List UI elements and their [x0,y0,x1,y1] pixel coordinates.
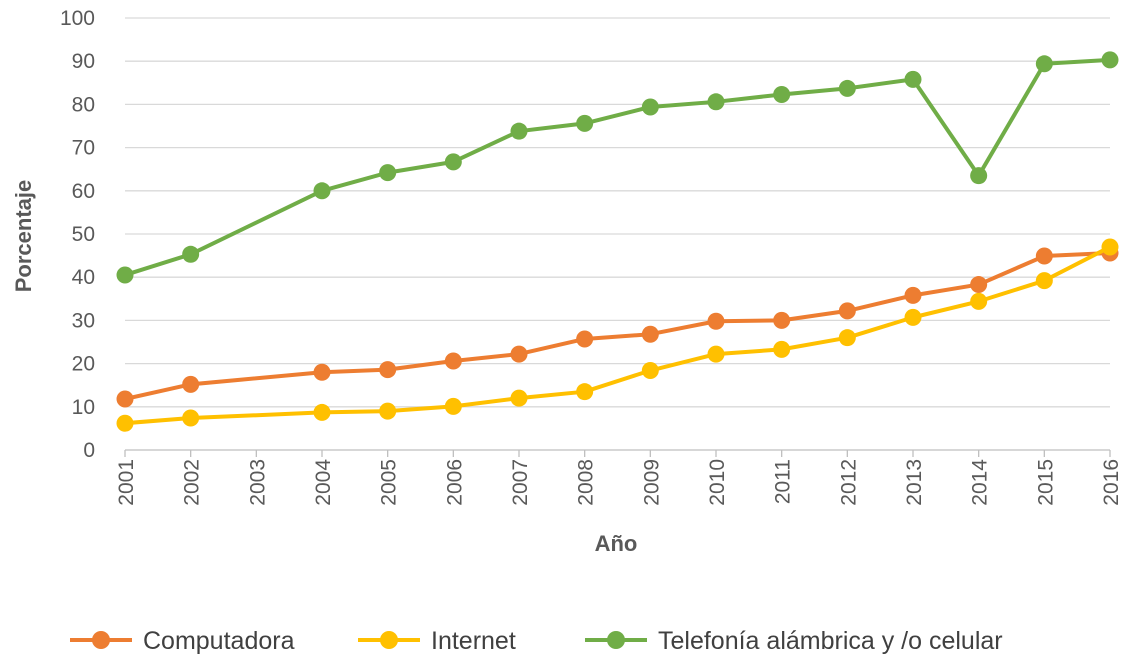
y-tick-label: 20 [72,353,95,376]
y-tick-label: 0 [83,439,95,462]
data-point [641,98,659,116]
data-point [1101,238,1119,256]
data-point [182,409,200,427]
legend-swatch-marker [380,631,398,649]
legend-label: Computadora [143,627,295,655]
data-point [1101,51,1119,69]
y-axis-ticks: 0 10 20 30 40 50 60 70 80 90 100 [60,7,95,462]
data-point [313,363,331,381]
data-point [510,389,528,407]
x-tick-label: 2008 [575,459,598,506]
data-point [116,266,134,284]
legend-label: Telefonía alámbrica y /o celular [658,627,1003,655]
data-point [970,167,988,185]
y-tick-label: 30 [72,309,95,332]
series-line [123,57,1112,278]
data-point [444,153,462,171]
data-point [1035,55,1053,73]
series-layer [116,51,1119,432]
x-tick-label: 2006 [443,459,466,506]
data-point [379,164,397,182]
y-tick-label: 100 [60,7,95,30]
legend: Computadora Internet Telefonía alámbrica y… [70,627,1003,655]
data-point [904,286,922,304]
data-point [313,403,331,421]
x-tick-label: 2011 [772,459,795,504]
y-tick-label: 10 [72,396,95,419]
x-axis-title: Año [595,531,638,556]
data-point [444,397,462,415]
data-point [838,329,856,347]
data-point [379,402,397,420]
data-point [182,245,200,263]
data-point [970,292,988,310]
x-tick-label: 2009 [640,459,663,506]
data-point [182,375,200,393]
data-point [444,352,462,370]
data-point [116,414,134,432]
data-point [838,79,856,97]
y-tick-label: 80 [72,93,95,116]
x-tick-label: 2010 [706,459,729,506]
y-tick-label: 60 [72,180,95,203]
x-tick-label: 2003 [246,459,269,506]
data-point [707,93,725,111]
y-tick-label: 40 [72,266,95,289]
legend-label: Internet [431,627,516,655]
x-tick-label: 2007 [509,459,532,506]
legend-swatch-marker [92,631,110,649]
data-point [773,340,791,358]
data-point [904,308,922,326]
series-line [123,251,1112,402]
gridlines [125,17,1110,408]
data-point [773,85,791,103]
data-point [707,345,725,363]
x-tick-label: 2013 [903,459,926,506]
data-point [1035,247,1053,265]
y-tick-label: 70 [72,137,95,160]
x-tick-label: 2015 [1034,459,1057,506]
data-point [576,114,594,132]
x-tick-label: 2016 [1100,459,1123,506]
x-tick-label: 2002 [181,459,204,506]
data-point [970,276,988,294]
x-axis [124,449,1111,457]
data-point [773,311,791,329]
data-point [379,361,397,379]
data-point [116,390,134,408]
x-tick-label: 2012 [837,459,860,506]
y-axis-title: Porcentaje [11,180,36,293]
y-tick-label: 50 [72,223,95,246]
data-point [313,182,331,200]
data-point [576,330,594,348]
data-point [1035,272,1053,290]
data-point [576,383,594,401]
data-point [641,362,659,380]
x-tick-label: 2005 [378,459,401,506]
y-tick-label: 90 [72,50,95,73]
data-point [510,345,528,363]
x-tick-label: 2001 [115,459,138,506]
data-point [641,325,659,343]
data-point [904,70,922,88]
x-tick-label: 2004 [312,459,335,506]
legend-swatch-marker [607,631,625,649]
data-point [510,122,528,140]
x-tick-label: 2014 [969,459,992,506]
data-point [707,312,725,330]
data-point [838,302,856,320]
x-axis-ticks: 2001 2002 2003 2004 2005 2006 2007 2008 2009 2010… [115,459,1123,506]
